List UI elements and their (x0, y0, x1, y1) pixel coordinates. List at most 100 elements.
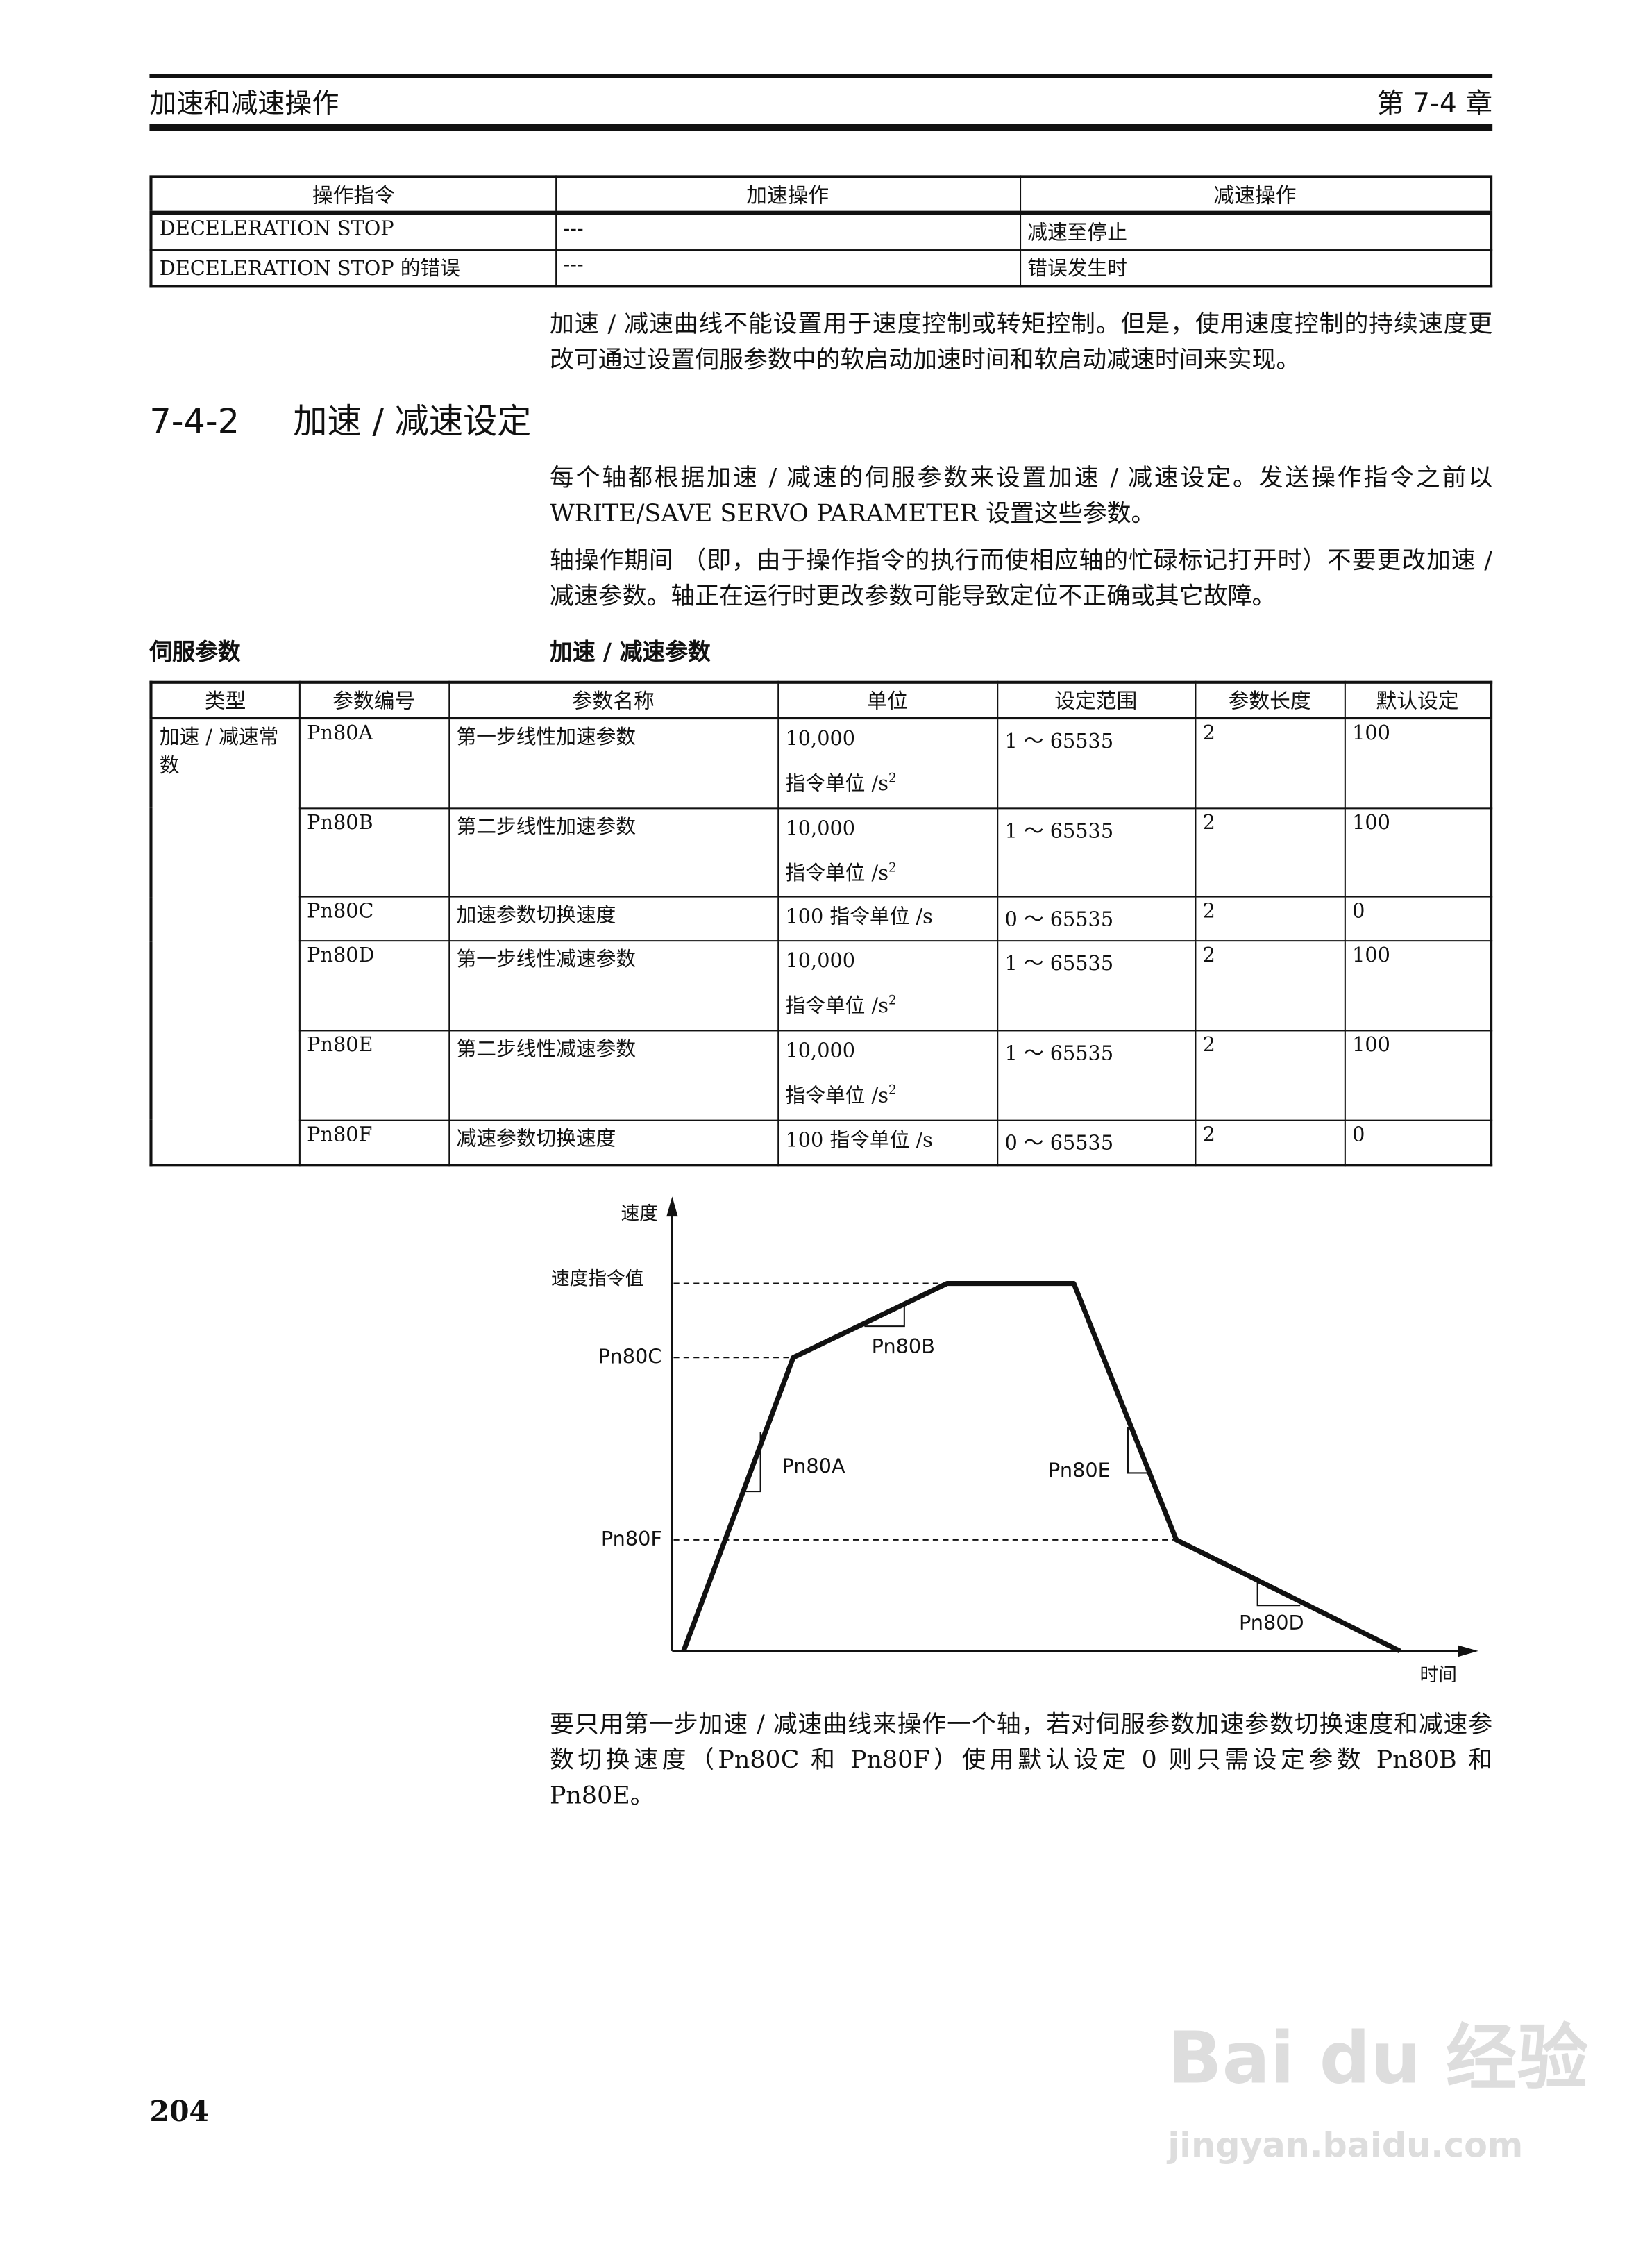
cell: DECELERATION STOP (150, 212, 557, 251)
unit-value: 10,000 (785, 817, 856, 840)
operation-table: 操作指令 加速操作 减速操作 DECELERATION STOP --- 减速至… (149, 175, 1493, 288)
pn80b-slope-label: Pn80B (871, 1335, 935, 1359)
param-name-cell: 第二步线性减速参数 (448, 1030, 779, 1121)
column-header: 减速操作 (1018, 176, 1492, 214)
table-row: Pn80B 第二步线性加速参数 10,000 指令单位 /s2 1 ～ 65535 2 10… (151, 807, 1492, 898)
unit-exponent: 2 (888, 772, 897, 787)
param-number-cell: Pn80F (298, 1119, 450, 1166)
table-row: DECELERATION STOP --- 减速至停止 (150, 212, 1492, 251)
param-number-cell: Pn80D (298, 940, 450, 1032)
param-number-cell: Pn80B (298, 807, 450, 898)
column-header: 默认设定 (1343, 681, 1492, 719)
reference-lines (673, 1282, 1177, 1541)
range-cell: 1 ～ 65535 (996, 807, 1196, 898)
unit-cell: 10,000 指令单位 /s2 (777, 1030, 998, 1121)
type-cell: 加速 / 减速常数 (150, 717, 300, 1166)
unit-value: 10,000 (785, 1039, 856, 1063)
table-label-row: 伺服参数 加速 / 减速参数 (0, 633, 1652, 667)
param-name-cell: 第一步线性减速参数 (448, 940, 779, 1032)
header-bottom-rule (149, 124, 1493, 131)
column-header: 参数名称 (448, 681, 779, 719)
parameter-table: 类型 参数编号 参数名称 单位 设定范围 参数长度 默认设定 加速 / 减速常数… (149, 680, 1493, 1166)
cell: DECELERATION STOP 的错误 (150, 249, 557, 287)
unit-value: 10,000 (785, 728, 856, 751)
default-cell: 0 (1343, 1119, 1492, 1166)
pn80e-slope-marker (1127, 1427, 1148, 1473)
length-cell: 2 (1194, 896, 1345, 942)
section-title: 加速 / 减速设定 (293, 401, 532, 442)
paragraph: 每个轴都根据加速 / 减速的伺服参数来设置加速 / 减速设定。发送操作指令之前以… (549, 464, 1493, 529)
cmd-speed-label: 速度指令值 (551, 1268, 644, 1291)
unit-text: 指令单位 /s (785, 996, 888, 1019)
y-axis-arrow-icon (666, 1196, 678, 1216)
cell: 错误发生时 (1018, 249, 1492, 287)
default-cell: 100 (1343, 940, 1492, 1032)
table-row: Pn80C 加速参数切换速度 100 指令单位 /s 0 ～ 65535 2 0 (151, 896, 1492, 942)
default-cell: 100 (1343, 1030, 1492, 1121)
unit-exponent: 2 (888, 994, 897, 1010)
header-top-rule (149, 74, 1493, 78)
chapter-label: 第 7-4 章 (1376, 88, 1493, 120)
range-cell: 1 ～ 65535 (996, 940, 1196, 1032)
table-caption: 加速 / 减速参数 (549, 638, 711, 666)
table-row: Pn80D 第一步线性减速参数 10,000 指令单位 /s2 1 ～ 65535 2 10… (151, 940, 1492, 1032)
pn80d-slope-label: Pn80D (1238, 1611, 1304, 1635)
pn80c-level-label: Pn80C (598, 1346, 662, 1368)
unit-cell: 10,000 指令单位 /s2 (777, 717, 998, 809)
paragraph: 加速 / 减速曲线不能设置用于速度控制或转矩控制。但是，使用速度控制的持续速度更… (549, 310, 1493, 375)
speed-curve (681, 1280, 1401, 1653)
slope-markers (745, 1304, 1301, 1606)
content-flow: 操作指令 加速操作 减速操作 DECELERATION STOP --- 减速至… (0, 175, 1652, 1814)
range-cell: 1 ～ 65535 (996, 717, 1196, 809)
unit-cell: 100 指令单位 /s (777, 1119, 998, 1166)
unit-cell: 10,000 指令单位 /s2 (777, 940, 998, 1032)
unit-cell: 100 指令单位 /s (777, 896, 998, 942)
param-name-cell: 加速参数切换速度 (448, 896, 779, 942)
unit-exponent: 2 (888, 861, 897, 876)
param-number-cell: Pn80C (298, 896, 450, 942)
column-header: 参数长度 (1194, 681, 1345, 719)
table-header-row: 类型 参数编号 参数名称 单位 设定范围 参数长度 默认设定 (150, 681, 1492, 719)
unit-text: 指令单位 /s (785, 862, 888, 885)
cell: --- (555, 249, 1021, 287)
column-header: 操作指令 (150, 176, 557, 214)
unit-value: 10,000 (785, 951, 856, 973)
pn80a-slope-marker (745, 1431, 761, 1492)
x-axis-arrow-icon (1458, 1644, 1478, 1657)
unit-text: 指令单位 /s (785, 773, 888, 796)
cell: 减速至停止 (1018, 212, 1492, 251)
section-number: 7-4-2 (149, 401, 239, 442)
length-cell: 2 (1194, 717, 1345, 809)
param-number-cell: Pn80A (298, 717, 450, 809)
unit-value: 100 指令单位 /s (785, 906, 933, 930)
unit-exponent: 2 (888, 1084, 897, 1098)
diagram-graphics (666, 1196, 1478, 1657)
table-row: Pn80E 第二步线性减速参数 10,000 指令单位 /s2 1 ～ 65535 2 10… (151, 1030, 1492, 1121)
pn80b-slope-marker (864, 1304, 905, 1327)
table-row: DECELERATION STOP 的错误 --- 错误发生时 (150, 249, 1492, 287)
velocity-profile-diagram: 速度 速度指令值 Pn80C Pn80F Pn80A Pn80B Pn80E P… (0, 1192, 1652, 1693)
param-name-cell: 第二步线性加速参数 (448, 807, 779, 898)
section-heading: 7-4-2 加速 / 减速设定 (149, 399, 1652, 444)
pn80e-slope-label: Pn80E (1048, 1459, 1111, 1483)
column-header: 设定范围 (996, 681, 1196, 719)
range-cell: 0 ～ 65535 (996, 896, 1196, 942)
unit-cell: 10,000 指令单位 /s2 (777, 807, 998, 898)
pn80d-slope-marker (1256, 1579, 1301, 1606)
watermark-url: jingyan.baidu.com (1168, 2125, 1524, 2166)
column-header: 参数编号 (298, 681, 450, 719)
default-cell: 100 (1343, 807, 1492, 898)
length-cell: 2 (1194, 807, 1345, 898)
range-cell: 0 ～ 65535 (996, 1119, 1196, 1166)
length-cell: 2 (1194, 940, 1345, 1032)
length-cell: 2 (1194, 1030, 1345, 1121)
x-axis-label: 时间 (1419, 1664, 1457, 1686)
table-row: 加速 / 减速常数 Pn80A 第一步线性加速参数 10,000 指令单位 /s2 1 ～… (150, 717, 1492, 1166)
column-header: 单位 (777, 681, 998, 719)
column-header: 类型 (150, 681, 300, 719)
unit-text: 指令单位 /s (785, 1085, 888, 1108)
paragraph: 要只用第一步加速 / 减速曲线来操作一个轴，若对伺服参数加速参数切换速度和减速参… (549, 1710, 1493, 1810)
range-cell: 1 ～ 65535 (996, 1030, 1196, 1121)
length-cell: 2 (1194, 1119, 1345, 1166)
